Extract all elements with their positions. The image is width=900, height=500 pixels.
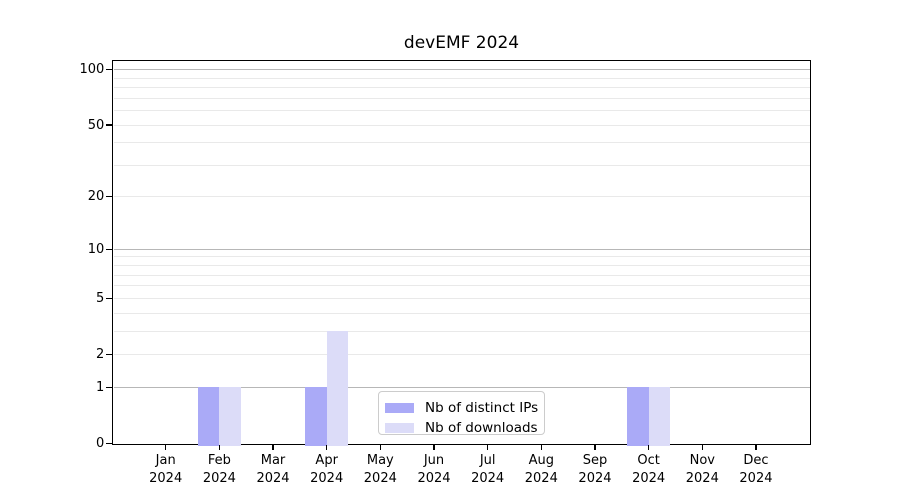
bar-distinct-ips	[627, 387, 649, 447]
y-tick	[106, 442, 113, 445]
x-tick-label: Sep 2024	[578, 453, 612, 486]
x-tick	[433, 444, 435, 450]
y-gridline-minor	[113, 87, 810, 89]
y-gridline-minor	[113, 297, 810, 299]
x-tick-label: Jan 2024	[149, 453, 183, 486]
x-tick-label: Oct 2024	[632, 453, 666, 486]
y-tick	[106, 297, 113, 299]
y-gridline-minor	[113, 124, 810, 126]
x-tick-label: Nov 2024	[685, 453, 719, 486]
y-gridline-minor	[113, 77, 810, 79]
legend: Nb of distinct IPs Nb of downloads	[378, 390, 545, 436]
y-gridline-major	[113, 248, 810, 250]
y-tick	[106, 124, 113, 126]
bar-distinct-ips	[197, 387, 220, 447]
y-tick-label: 20	[87, 189, 105, 205]
y-gridline-minor	[113, 110, 810, 112]
y-gridline-minor	[113, 164, 810, 166]
bar-downloads	[219, 387, 241, 447]
x-tick-label: May 2024	[363, 453, 397, 486]
x-tick	[487, 444, 489, 450]
y-gridline-minor	[113, 330, 810, 332]
y-gridline-minor	[113, 97, 810, 99]
y-tick-label: 10	[87, 241, 105, 257]
legend-row: Nb of distinct IPs	[385, 399, 539, 416]
x-tick-label: Aug 2024	[524, 453, 558, 486]
y-gridline-minor	[113, 312, 810, 314]
y-tick	[106, 69, 113, 71]
y-gridline-minor	[113, 142, 810, 144]
x-tick	[594, 444, 596, 450]
x-tick-label: Apr 2024	[310, 453, 344, 486]
x-tick-label: Jul 2024	[471, 453, 505, 486]
y-gridline-minor	[113, 274, 810, 276]
y-gridline-minor	[113, 285, 810, 287]
legend-swatch-downloads	[385, 422, 414, 433]
x-tick	[218, 444, 220, 450]
y-tick-label: 5	[96, 290, 105, 306]
x-tick	[701, 444, 703, 450]
y-gridline-minor	[113, 256, 810, 258]
bar-distinct-ips	[305, 387, 327, 447]
y-gridline-minor	[113, 265, 810, 267]
legend-swatch-distinct-ips	[385, 402, 414, 413]
y-tick	[106, 196, 113, 198]
x-tick	[165, 444, 167, 450]
x-tick-label: Mar 2024	[256, 453, 290, 486]
y-tick-label: 100	[79, 62, 105, 78]
y-gridline-major	[113, 386, 810, 388]
x-tick	[379, 444, 381, 450]
bar-downloads	[326, 331, 349, 447]
y-tick-label: 0	[96, 436, 105, 451]
legend-label: Nb of downloads	[425, 419, 538, 436]
legend-row: Nb of downloads	[385, 419, 538, 436]
y-tick-label: 50	[87, 117, 105, 133]
y-gridline-minor	[113, 354, 810, 355]
x-tick	[326, 444, 328, 450]
chart-title: devEMF 2024	[403, 33, 520, 53]
x-tick	[540, 444, 542, 450]
x-tick-label: Feb 2024	[202, 453, 236, 486]
y-tick-label: 1	[96, 379, 105, 395]
y-gridline-major	[113, 69, 810, 71]
x-tick	[648, 444, 650, 450]
bar-downloads	[648, 387, 671, 447]
legend-label: Nb of distinct IPs	[425, 399, 539, 416]
plot-frame	[112, 59, 812, 445]
x-tick-label: Dec 2024	[739, 453, 773, 486]
x-tick-label: Jun 2024	[417, 453, 451, 486]
y-tick-label: 2	[96, 347, 105, 362]
y-tick	[106, 386, 113, 388]
x-tick	[755, 444, 757, 450]
x-tick	[272, 444, 274, 450]
y-tick	[106, 248, 113, 250]
y-gridline-minor	[113, 196, 810, 198]
y-tick	[106, 353, 113, 356]
